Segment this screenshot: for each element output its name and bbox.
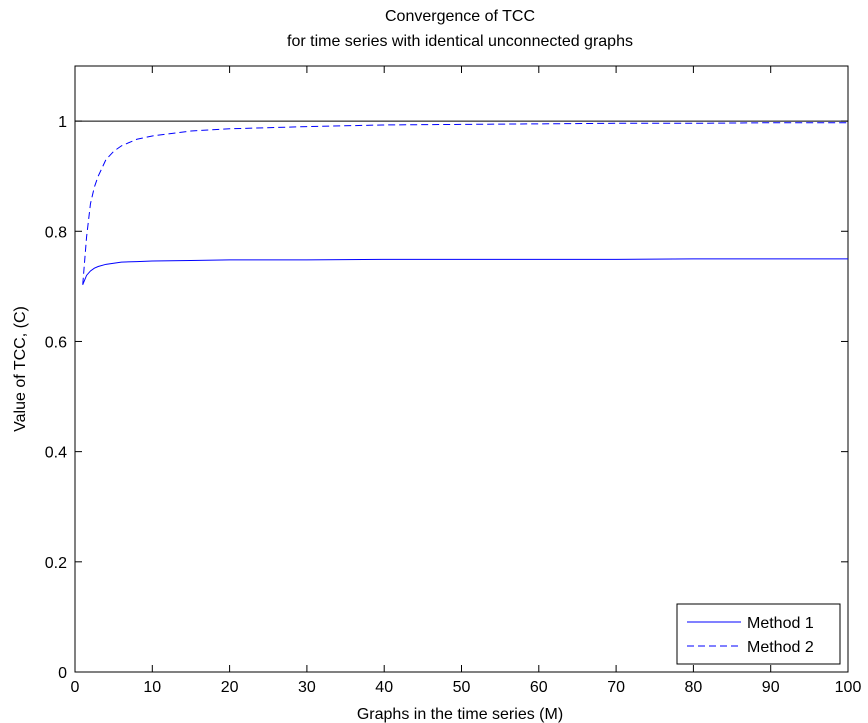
x-tick-label: 100 — [835, 679, 862, 696]
series-line-method-1 — [82, 258, 848, 285]
plot-frame — [74, 65, 849, 673]
legend-label: Method 1 — [747, 615, 814, 632]
series-line-method-2 — [82, 122, 848, 285]
x-tick-label: 30 — [298, 679, 316, 696]
y-tick-label: 0.6 — [45, 334, 67, 351]
x-axis-label: Graphs in the time series (M) — [357, 706, 563, 723]
x-tick-label: 50 — [453, 679, 471, 696]
x-tick-label: 80 — [685, 679, 703, 696]
y-tick-label: 0.8 — [45, 224, 67, 241]
y-tick-label: 0.4 — [45, 445, 67, 462]
legend-box — [676, 603, 841, 665]
x-tick-label: 0 — [71, 679, 80, 696]
y-tick-label: 1 — [58, 114, 67, 131]
y-tick-label: 0 — [58, 665, 67, 682]
chart-title-line-1: Convergence of TCC — [385, 8, 535, 25]
x-tick-label: 70 — [607, 679, 625, 696]
x-tick-label: 20 — [221, 679, 239, 696]
y-axis-label: Value of TCC, (C) — [12, 306, 29, 432]
x-tick-label: 10 — [143, 679, 161, 696]
x-tick-label: 60 — [530, 679, 548, 696]
x-tick-label: 40 — [375, 679, 393, 696]
y-tick-label: 0.2 — [45, 555, 67, 572]
x-tick-label: 90 — [762, 679, 780, 696]
chart-title-line-2: for time series with identical unconnect… — [287, 33, 633, 50]
legend-label: Method 2 — [747, 639, 814, 656]
